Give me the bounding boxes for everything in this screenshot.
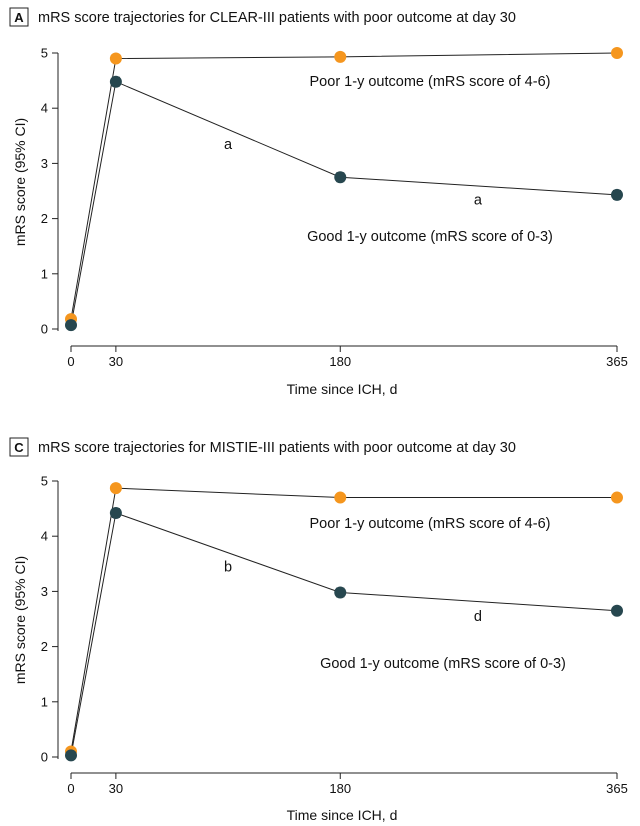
data-point (334, 171, 347, 184)
data-point (65, 319, 77, 332)
y-tick-label: 2 (41, 211, 48, 226)
y-tick-label: 0 (41, 322, 48, 337)
data-point (109, 507, 122, 520)
y-axis-title: mRS score (95% CI) (12, 556, 28, 684)
series-line (70, 80, 618, 326)
series-line (70, 512, 618, 756)
panel-a: A mRS score trajectories for CLEAR-III p… (9, 7, 628, 397)
y-tick-label: 1 (41, 694, 48, 709)
chart-title: mRS score trajectories for CLEAR-III pat… (38, 10, 516, 26)
series-line (70, 487, 617, 752)
x-tick-label: 365 (606, 354, 628, 369)
panel-letter: A (14, 10, 24, 25)
panel-letter-box (9, 437, 29, 457)
y-tick-label: 1 (41, 266, 48, 281)
series-label: Poor 1-y outcome (mRS score of 4-6) (310, 516, 551, 532)
plot-area: 0 1 2 3 4 5 0 30 180 365 Poor 1-y outcome (mRS sco… (41, 46, 628, 370)
panel-letter-box (9, 7, 29, 27)
x-tick-label: 180 (329, 354, 351, 369)
y-axis-title: mRS score (95% CI) (12, 118, 28, 246)
significance-annotation: b (224, 560, 232, 576)
x-tick-label: 365 (606, 781, 628, 796)
data-point (109, 52, 122, 65)
x-tick-label: 0 (67, 354, 74, 369)
panel-c: C mRS score trajectories for MISTIE-III … (9, 437, 628, 823)
x-axis-title: Time since ICH, d (287, 807, 398, 823)
data-point (611, 604, 623, 617)
data-point (611, 188, 623, 201)
data-point (334, 491, 347, 504)
x-tick-label: 30 (109, 354, 123, 369)
y-tick-label: 5 (41, 474, 48, 489)
data-point (65, 749, 77, 762)
series-line (70, 52, 618, 320)
series-label: Poor 1-y outcome (mRS score of 4-6) (310, 74, 551, 90)
x-axis-title: Time since ICH, d (287, 381, 398, 397)
significance-annotation: d (474, 609, 482, 625)
y-tick-label: 0 (41, 750, 48, 765)
data-point (334, 586, 347, 599)
plot-area: 0 1 2 3 4 5 0 30 180 365 Poor 1-y outcome (mRS sco… (41, 474, 628, 797)
data-point (611, 491, 623, 504)
data-point (334, 50, 347, 63)
data-point (109, 482, 122, 495)
x-tick-label: 30 (109, 781, 123, 796)
y-tick-label: 3 (41, 156, 48, 171)
y-tick-label: 3 (41, 584, 48, 599)
data-point (611, 47, 623, 59)
y-tick-label: 5 (41, 46, 48, 61)
y-tick-label: 4 (41, 529, 48, 544)
data-point (109, 75, 122, 88)
y-tick-label: 2 (41, 639, 48, 654)
significance-annotation: a (224, 137, 233, 153)
y-tick-label: 4 (41, 101, 48, 116)
significance-annotation: a (474, 192, 483, 208)
x-tick-label: 180 (329, 781, 351, 796)
series-label: Good 1-y outcome (mRS score of 0-3) (320, 656, 566, 672)
panel-letter: C (14, 440, 24, 455)
series-label: Good 1-y outcome (mRS score of 0-3) (307, 229, 553, 245)
x-tick-label: 0 (67, 781, 74, 796)
chart-title: mRS score trajectories for MISTIE-III pa… (38, 440, 516, 456)
